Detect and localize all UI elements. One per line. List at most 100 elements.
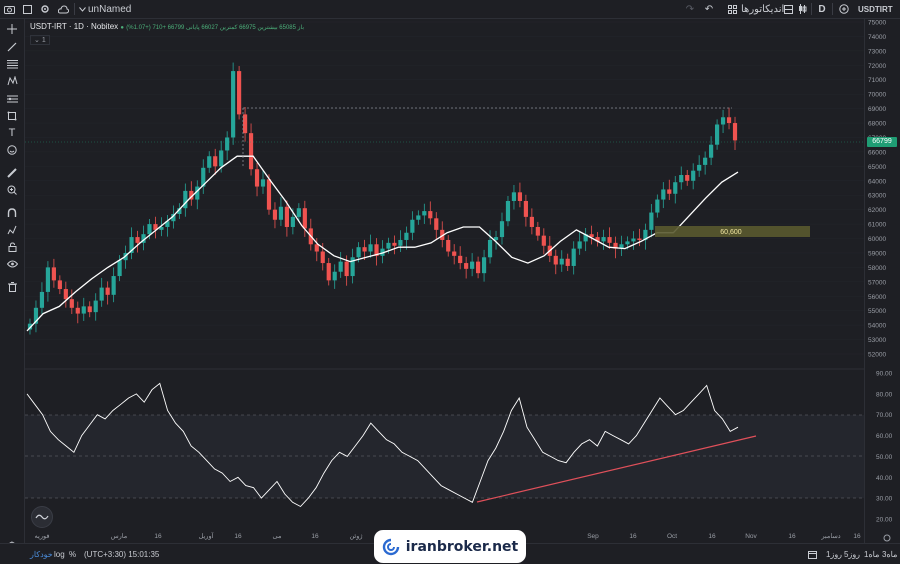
candle-body[interactable] — [709, 144, 714, 158]
candle-body[interactable] — [428, 211, 433, 219]
candle-body[interactable] — [171, 213, 176, 222]
axis-settings-icon[interactable] — [883, 534, 891, 542]
timezone-label[interactable]: (UTC+3:30) 15:01:35 — [84, 549, 160, 559]
price-axis[interactable]: 75000 74000 73000 72000 71000 70000 69000 68000… — [864, 19, 900, 543]
candle-body[interactable] — [649, 212, 654, 230]
magnet-icon[interactable] — [3, 206, 21, 220]
gear-icon[interactable] — [38, 0, 52, 18]
candle-body[interactable] — [374, 244, 379, 256]
candle-body[interactable] — [595, 237, 600, 242]
candle-body[interactable] — [201, 167, 206, 187]
candle-body[interactable] — [189, 190, 194, 200]
candle-body[interactable] — [499, 221, 505, 238]
candle-body[interactable] — [458, 255, 463, 264]
candle-body[interactable] — [51, 267, 56, 281]
candle-body[interactable] — [619, 244, 624, 249]
crosshair-icon[interactable] — [3, 22, 21, 36]
pattern-icon[interactable] — [3, 74, 21, 88]
calendar-icon[interactable] — [808, 544, 817, 564]
lock-icon[interactable] — [3, 240, 21, 254]
text-icon[interactable]: T — [8, 127, 16, 139]
candle-body[interactable] — [607, 237, 612, 243]
candle-body[interactable] — [129, 237, 134, 253]
cloud-save-icon[interactable] — [56, 0, 70, 18]
candle-body[interactable] — [661, 189, 666, 200]
candle-body[interactable] — [577, 241, 582, 249]
fib-icon[interactable] — [3, 57, 21, 71]
candle-body[interactable] — [583, 234, 588, 242]
candle-body[interactable] — [45, 267, 51, 292]
candle-body[interactable] — [535, 226, 540, 236]
candle-body[interactable] — [219, 150, 224, 167]
candle-body[interactable] — [75, 307, 80, 314]
indicators-button[interactable]: اندیکاتورها — [741, 3, 785, 15]
candle-body[interactable] — [673, 182, 678, 194]
range-3m-button[interactable]: 3ماه — [882, 549, 898, 559]
candle-body[interactable] — [434, 218, 439, 230]
candle-body[interactable] — [272, 209, 278, 220]
candle-body[interactable] — [278, 206, 284, 220]
candle-body[interactable] — [195, 186, 200, 200]
price-chart[interactable]: 60,600 فوریه مارس 16 آوریل 16 می 16 ژوئن 16 Sep 16… — [25, 19, 864, 543]
candle-body[interactable] — [481, 257, 487, 274]
candle-body[interactable] — [254, 169, 260, 187]
candle-body[interactable] — [368, 244, 373, 252]
candle-body[interactable] — [655, 199, 660, 213]
templates-icon[interactable] — [782, 0, 794, 18]
candle-body[interactable] — [87, 306, 92, 313]
draw-mode-icon[interactable] — [3, 223, 21, 237]
candle-body[interactable] — [225, 137, 230, 151]
candle-body[interactable] — [511, 192, 517, 201]
candle-body[interactable] — [691, 170, 696, 181]
candle-body[interactable] — [326, 263, 331, 281]
candle-body[interactable] — [153, 224, 158, 230]
candle-body[interactable] — [57, 280, 62, 290]
legend-collapse-button[interactable]: ⌄ 1 — [30, 35, 50, 45]
candle-body[interactable] — [685, 175, 690, 181]
layout-name[interactable]: unNamed — [88, 3, 132, 15]
range-5d-button[interactable]: 5روز — [844, 549, 861, 559]
candle-body[interactable] — [404, 232, 409, 240]
grid-icon[interactable] — [726, 0, 738, 18]
candle-body[interactable] — [290, 216, 295, 227]
zoom-in-icon[interactable] — [3, 183, 21, 197]
candle-body[interactable] — [703, 157, 708, 165]
candle-body[interactable] — [260, 179, 266, 187]
candle-body[interactable] — [242, 114, 248, 134]
candles-icon[interactable] — [796, 0, 808, 18]
candle-body[interactable] — [159, 226, 164, 230]
candle-body[interactable] — [350, 257, 355, 277]
candle-body[interactable] — [81, 306, 86, 314]
candle-body[interactable] — [356, 247, 361, 258]
candle-body[interactable] — [207, 156, 212, 168]
candle-body[interactable] — [470, 261, 475, 269]
candle-body[interactable] — [362, 247, 367, 252]
candle-body[interactable] — [380, 248, 385, 256]
undo-icon[interactable]: ↶ — [704, 3, 714, 15]
eye-icon[interactable] — [3, 257, 21, 271]
candle-body[interactable] — [422, 211, 427, 216]
candle-body[interactable] — [714, 124, 720, 145]
candle-body[interactable] — [679, 175, 684, 183]
candle-body[interactable] — [529, 216, 534, 227]
candle-body[interactable] — [320, 251, 325, 264]
log-scale-button[interactable]: log — [54, 549, 65, 559]
candle-body[interactable] — [726, 117, 732, 124]
candle-body[interactable] — [386, 242, 391, 249]
candle-body[interactable] — [105, 287, 110, 295]
candle-body[interactable] — [643, 229, 648, 240]
candle-body[interactable] — [625, 241, 630, 245]
symbol-title[interactable]: USDT-IRT · 1D · Nobitex — [30, 22, 119, 31]
shapes-icon[interactable] — [3, 109, 21, 123]
candle-body[interactable] — [135, 237, 140, 243]
candle-body[interactable] — [697, 164, 702, 171]
prediction-icon[interactable] — [3, 92, 21, 106]
candle-body[interactable] — [332, 271, 337, 281]
symbol-search-button[interactable]: USDTIRT — [858, 4, 893, 14]
candle-body[interactable] — [732, 123, 738, 141]
candle-body[interactable] — [248, 133, 254, 170]
candle-body[interactable] — [117, 260, 122, 277]
candle-body[interactable] — [93, 300, 98, 313]
candle-body[interactable] — [338, 261, 343, 272]
candle-body[interactable] — [302, 208, 307, 229]
